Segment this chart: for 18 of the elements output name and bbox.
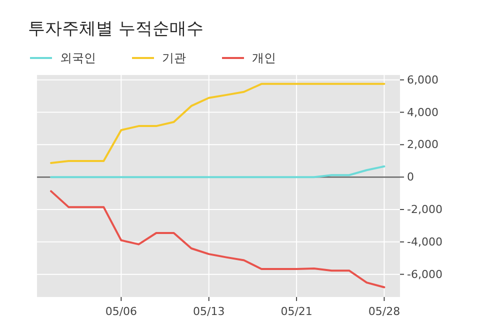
x-tick-label: 05/06 [105,304,138,318]
y-tick-label: -2,000 [407,203,442,216]
x-tick-label: 05/13 [193,304,225,318]
y-tick-label: -4,000 [407,235,442,248]
x-tick-label: 05/21 [280,304,312,318]
y-tick-label: 2,000 [407,138,438,152]
legend-label: 기관 [162,51,186,65]
x-tick-label: 05/28 [368,304,400,318]
legend-label: 개인 [252,51,276,65]
y-tick-label: -6,000 [407,268,442,281]
line-series [50,82,386,164]
y-tick-label: 0 [407,170,414,184]
y-tick-label: 4,000 [407,106,438,119]
chart-title: 투자주체별 누적순매수 [28,19,204,39]
line-series [50,165,386,178]
line-series [50,190,386,288]
y-tick-label: 6,000 [407,73,438,86]
legend-label: 외국인 [60,51,96,65]
